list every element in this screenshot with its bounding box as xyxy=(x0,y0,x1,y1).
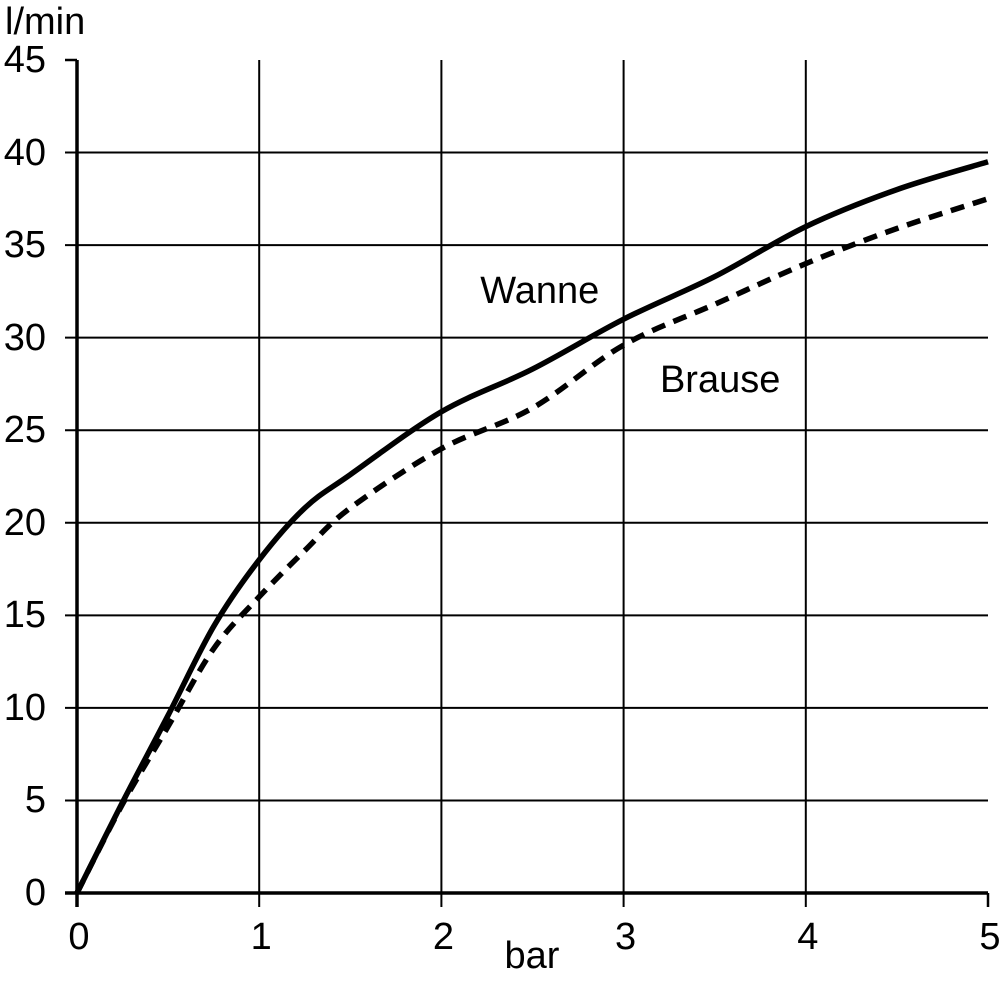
x-axis-title: bar xyxy=(504,935,560,977)
y-tick-label-40: 40 xyxy=(3,131,46,174)
brause-curve xyxy=(74,196,989,895)
y-tick-label-20: 20 xyxy=(3,501,46,544)
y-tick-label-30: 30 xyxy=(3,316,46,359)
y-tick-label-45: 45 xyxy=(3,39,46,81)
x-tick-label-1: 1 xyxy=(250,916,272,958)
x-tick-label-3: 3 xyxy=(615,916,637,958)
x-tick-label-2: 2 xyxy=(432,916,454,958)
x-tick-label-4: 4 xyxy=(797,916,819,958)
y-axis-title: l/min xyxy=(5,1,86,43)
y-tick-label-25: 25 xyxy=(3,409,46,452)
wanne-series-label: Wanne xyxy=(480,270,600,313)
y-tick-label-15: 15 xyxy=(3,594,46,637)
y-tick-label-35: 35 xyxy=(3,224,46,267)
y-tick-label-0: 0 xyxy=(24,872,46,914)
y-tick-label-5: 5 xyxy=(24,779,46,822)
x-tick-label-0: 0 xyxy=(68,916,90,958)
x-tick-label-5: 5 xyxy=(979,916,1000,958)
wanne-curve xyxy=(74,159,989,895)
brause-series-label: Brause xyxy=(659,359,781,402)
y-tick-label-10: 10 xyxy=(3,686,46,729)
